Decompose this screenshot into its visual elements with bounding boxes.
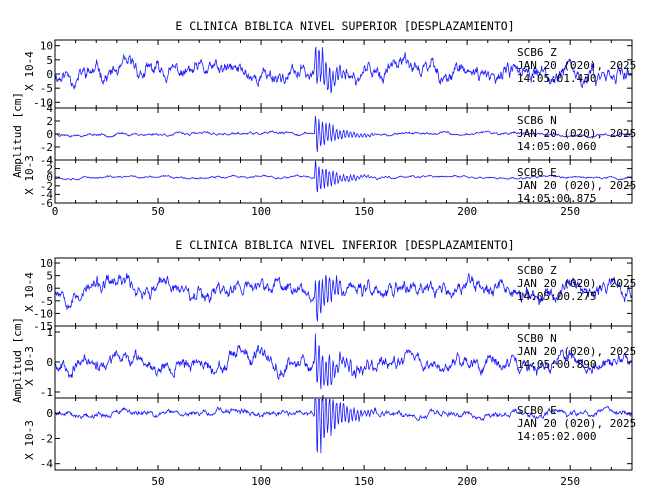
record-time: 14:05:00.275 (517, 290, 596, 303)
y-tick-label: 10 (40, 40, 53, 53)
y-tick-label: 1 (46, 326, 53, 339)
y-tick-label: 10 (40, 257, 53, 270)
scale-label-inferior-z: X 10-4 (23, 272, 36, 312)
x-tick-label: 150 (354, 475, 374, 488)
y-tick-label: -2 (40, 141, 53, 154)
y-tick-label: 5 (46, 270, 53, 283)
station-label: SCB6 Z (517, 46, 557, 59)
y-tick-label: 0 (46, 68, 53, 81)
y-tick-label: -2 (40, 180, 53, 193)
y-tick-label: 2 (46, 163, 53, 176)
y-tick-label: -4 (40, 458, 54, 471)
y-tick-label: 0 (46, 171, 53, 184)
y-tick-label: 5 (46, 54, 53, 67)
y-tick-label: -5 (40, 295, 53, 308)
scale-label-inferior-n: X 10-3 (23, 346, 36, 386)
seismic-trace-SCB0-N (54, 333, 633, 390)
x-tick-label: 100 (251, 205, 271, 218)
y-tick-label: -4 (40, 154, 54, 167)
record-time: 14:05:00.875 (517, 192, 596, 205)
x-tick-label: 250 (560, 205, 580, 218)
scale-label-superior-e: X 10-3 (23, 155, 36, 195)
y-tick-label: -10 (33, 307, 53, 320)
scale-label-superior-z: X 10-4 (23, 51, 36, 91)
y-tick-label: 4 (46, 154, 53, 167)
y-tick-label: -4 (40, 188, 54, 201)
y-tick-label: 0 (46, 282, 53, 295)
record-date: JAN 20 (020), 2025 (517, 179, 636, 192)
x-tick-label: 50 (151, 205, 164, 218)
seismic-trace-SCB0-Z (54, 273, 633, 322)
x-tick-label: 50 (151, 475, 164, 488)
y-tick-label: 0 (46, 356, 53, 369)
scale-label-inferior-e: X 10-3 (23, 420, 36, 460)
record-date: JAN 20 (020), 2025 (517, 277, 636, 290)
x-tick-label: 200 (457, 205, 477, 218)
y-tick-label: 2 (46, 115, 53, 128)
x-tick-label: 250 (560, 475, 580, 488)
record-time: 14:05:00.890 (517, 358, 596, 371)
y-tick-label: -15 (33, 320, 53, 333)
record-date: JAN 20 (020), 2025 (517, 345, 636, 358)
station-label: SCB0 Z (517, 264, 557, 277)
y-tick-label: -2 (40, 432, 53, 445)
seismic-trace-SCB6-N (54, 115, 633, 152)
record-date: JAN 20 (020), 2025 (517, 59, 636, 72)
record-date: JAN 20 (020), 2025 (517, 127, 636, 140)
y-axis-label-inferior: Amplitud [cm] (11, 317, 24, 403)
y-tick-label: -10 (33, 96, 53, 109)
record-date: JAN 20 (020), 2025 (517, 417, 636, 430)
station-label: SCB0 E (517, 404, 557, 417)
record-time: 14:05:00.060 (517, 140, 596, 153)
station-label: SCB6 N (517, 114, 557, 127)
seismic-trace-SCB6-Z (54, 46, 633, 94)
station-label: SCB6 E (517, 166, 557, 179)
x-tick-label: 150 (354, 205, 374, 218)
record-time: 14:05:01.430 (517, 72, 596, 85)
record-time: 14:05:02.000 (517, 430, 596, 443)
x-tick-label: 100 (251, 475, 271, 488)
y-tick-label: -6 (40, 197, 53, 210)
y-tick-label: -5 (40, 82, 53, 95)
x-tick-label: 200 (457, 475, 477, 488)
y-axis-label-superior: Amplitud [cm] (11, 92, 24, 178)
seismic-trace-SCB6-E (54, 160, 633, 193)
chart-title-inferior: E CLINICA BIBLICA NIVEL INFERIOR [DESPLA… (175, 238, 514, 252)
y-tick-label: 0 (46, 407, 53, 420)
station-label: SCB0 N (517, 332, 557, 345)
x-tick-label: 0 (52, 205, 59, 218)
y-tick-label: 4 (46, 102, 53, 115)
y-tick-label: -1 (40, 386, 53, 399)
y-tick-label: 0 (46, 128, 53, 141)
chart-title-superior: E CLINICA BIBLICA NIVEL SUPERIOR [DESPLA… (175, 19, 514, 33)
seismic-trace-SCB0-E (54, 399, 633, 454)
